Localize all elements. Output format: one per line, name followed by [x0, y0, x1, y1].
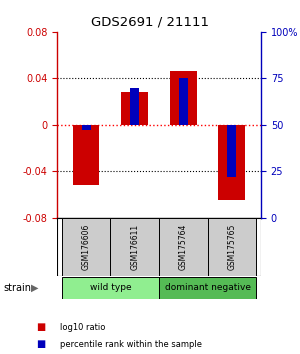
Text: log10 ratio: log10 ratio	[60, 323, 105, 332]
Bar	[82, 125, 91, 130]
Text: ▶: ▶	[31, 283, 38, 293]
FancyBboxPatch shape	[57, 218, 261, 276]
FancyBboxPatch shape	[208, 218, 256, 276]
Bar	[122, 92, 148, 125]
Text: ■: ■	[36, 339, 45, 349]
Text: GSM175765: GSM175765	[227, 224, 236, 270]
Text: GSM176611: GSM176611	[130, 224, 139, 270]
Text: GSM175764: GSM175764	[179, 224, 188, 270]
Text: GDS2691 / 21111: GDS2691 / 21111	[91, 16, 209, 29]
Bar	[179, 78, 188, 125]
Text: GSM176606: GSM176606	[82, 224, 91, 270]
Text: strain: strain	[3, 283, 31, 293]
Bar	[130, 88, 139, 125]
FancyBboxPatch shape	[110, 218, 159, 276]
Text: ■: ■	[36, 322, 45, 332]
Text: dominant negative: dominant negative	[165, 284, 250, 292]
Text: percentile rank within the sample: percentile rank within the sample	[60, 340, 202, 349]
Bar	[218, 125, 245, 200]
Bar	[73, 125, 100, 185]
FancyBboxPatch shape	[62, 218, 110, 276]
Bar	[170, 72, 196, 125]
FancyBboxPatch shape	[159, 277, 256, 299]
FancyBboxPatch shape	[159, 218, 208, 276]
Text: wild type: wild type	[90, 284, 131, 292]
FancyBboxPatch shape	[62, 277, 159, 299]
Bar	[227, 125, 236, 177]
